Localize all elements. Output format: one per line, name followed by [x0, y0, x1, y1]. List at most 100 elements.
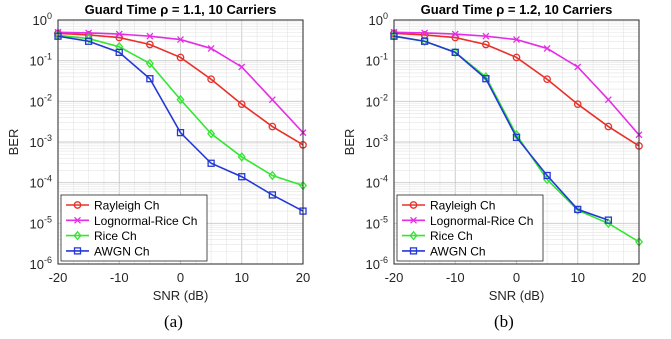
data-point [268, 191, 277, 199]
x-axis-label: SNR (dB) [489, 288, 545, 303]
legend-label: Lognormal-Rice Ch [94, 214, 197, 228]
x-tick-label: -20 [49, 270, 68, 285]
data-point [420, 36, 429, 47]
series-line-rayleigh-ch [57, 32, 304, 146]
data-point [207, 128, 216, 139]
x-axis-label: SNR (dB) [153, 288, 209, 303]
x-tick-label: -20 [385, 270, 404, 285]
x-tick-label: 10 [235, 270, 249, 285]
chart-panel-1: -20 -10 0 10 20 10-6 10-5 10-4 10-3 10-2 10-1 100 Gu… [342, 2, 646, 303]
y-tick-label: 10-3 [366, 133, 388, 150]
data-point [207, 75, 215, 84]
data-point [420, 37, 429, 45]
data-point [115, 48, 123, 57]
series-line-rayleigh-ch [393, 32, 640, 147]
data-point [176, 94, 185, 105]
data-point [237, 100, 246, 109]
y-tick-label: 100 [369, 11, 388, 28]
x-tick-label: 10 [571, 270, 585, 285]
data-point [176, 128, 185, 137]
data-point [543, 171, 551, 180]
y-tick-label: 10-6 [366, 255, 388, 272]
data-point [146, 75, 154, 83]
x-tick-label: 20 [296, 270, 310, 285]
data-point [482, 75, 490, 83]
data-point [513, 36, 520, 44]
data-point [177, 36, 184, 44]
data-point [604, 96, 612, 104]
chart-panel-0: -20 -10 0 10 20 10-6 10-5 10-4 10-3 10-2 10-1 100 Gu… [6, 2, 310, 303]
data-point [238, 173, 246, 181]
legend-marker-diamond [409, 230, 418, 241]
legend-marker-square [409, 247, 418, 255]
data-point [543, 44, 551, 52]
data-point [115, 41, 124, 52]
data-point [451, 48, 459, 57]
legend-label: Rayleigh Ch [430, 199, 495, 213]
y-tick-label: 10-4 [30, 174, 52, 191]
series-line-rice-ch [57, 34, 304, 187]
data-point [268, 122, 277, 131]
series-line-awgn-ch [57, 35, 304, 212]
y-tick-label: 10-3 [30, 133, 52, 150]
legend-marker-x [410, 216, 417, 224]
legend-label: Rice Ch [94, 229, 137, 243]
y-tick-label: 10-1 [366, 52, 388, 69]
y-tick-label: 10-2 [30, 92, 52, 109]
data-point [482, 40, 490, 49]
data-point [145, 58, 154, 69]
x-tick-label: -10 [446, 270, 465, 285]
axes-box [393, 19, 640, 265]
data-point [573, 100, 582, 109]
legend-box [60, 194, 208, 262]
data-point [268, 96, 276, 104]
data-point [604, 122, 613, 131]
x-tick-label: 0 [513, 270, 520, 285]
data-point [574, 205, 582, 214]
axes-box [57, 19, 304, 265]
legend-label: Rayleigh Ch [94, 199, 159, 213]
chart-title: Guard Time ρ = 1.2, 10 Carriers [421, 2, 613, 17]
data-point [573, 205, 582, 216]
data-point [512, 133, 521, 142]
data-point [451, 30, 459, 38]
y-tick-label: 100 [33, 11, 52, 28]
chart-title: Guard Time ρ = 1.1, 10 Carriers [85, 2, 277, 17]
x-tick-label: 0 [177, 270, 184, 285]
series-line-awgn-ch [393, 35, 609, 221]
y-tick-label: 10-2 [366, 92, 388, 109]
data-point [421, 29, 429, 37]
data-point [543, 75, 551, 84]
legend-label: Lognormal-Rice Ch [430, 214, 533, 228]
data-point [115, 30, 123, 38]
y-axis-label: BER [6, 129, 21, 156]
legend-label: AWGN Ch [430, 244, 486, 258]
legend-box [396, 194, 544, 262]
data-point [604, 218, 613, 229]
legend-marker-x [74, 216, 81, 224]
y-tick-label: 10-6 [30, 255, 52, 272]
data-point [512, 53, 521, 62]
legend-marker-circle [73, 201, 82, 209]
legend-label: Rice Ch [430, 229, 473, 243]
legend-marker-circle [409, 201, 418, 209]
x-tick-label: -10 [110, 270, 129, 285]
data-point [604, 216, 613, 224]
y-tick-label: 10-5 [366, 214, 388, 231]
data-point [207, 159, 215, 167]
y-tick-label: 10-5 [30, 214, 52, 231]
data-point [146, 40, 154, 49]
data-point [176, 53, 185, 62]
data-point [84, 37, 93, 45]
data-point [238, 63, 246, 71]
caption-b: (b) [494, 312, 514, 331]
data-point [84, 33, 93, 44]
y-tick-label: 10-4 [366, 174, 388, 191]
legend-marker-diamond [73, 230, 82, 241]
data-point [482, 32, 490, 40]
data-point [146, 32, 154, 40]
y-axis-label: BER [342, 129, 357, 156]
